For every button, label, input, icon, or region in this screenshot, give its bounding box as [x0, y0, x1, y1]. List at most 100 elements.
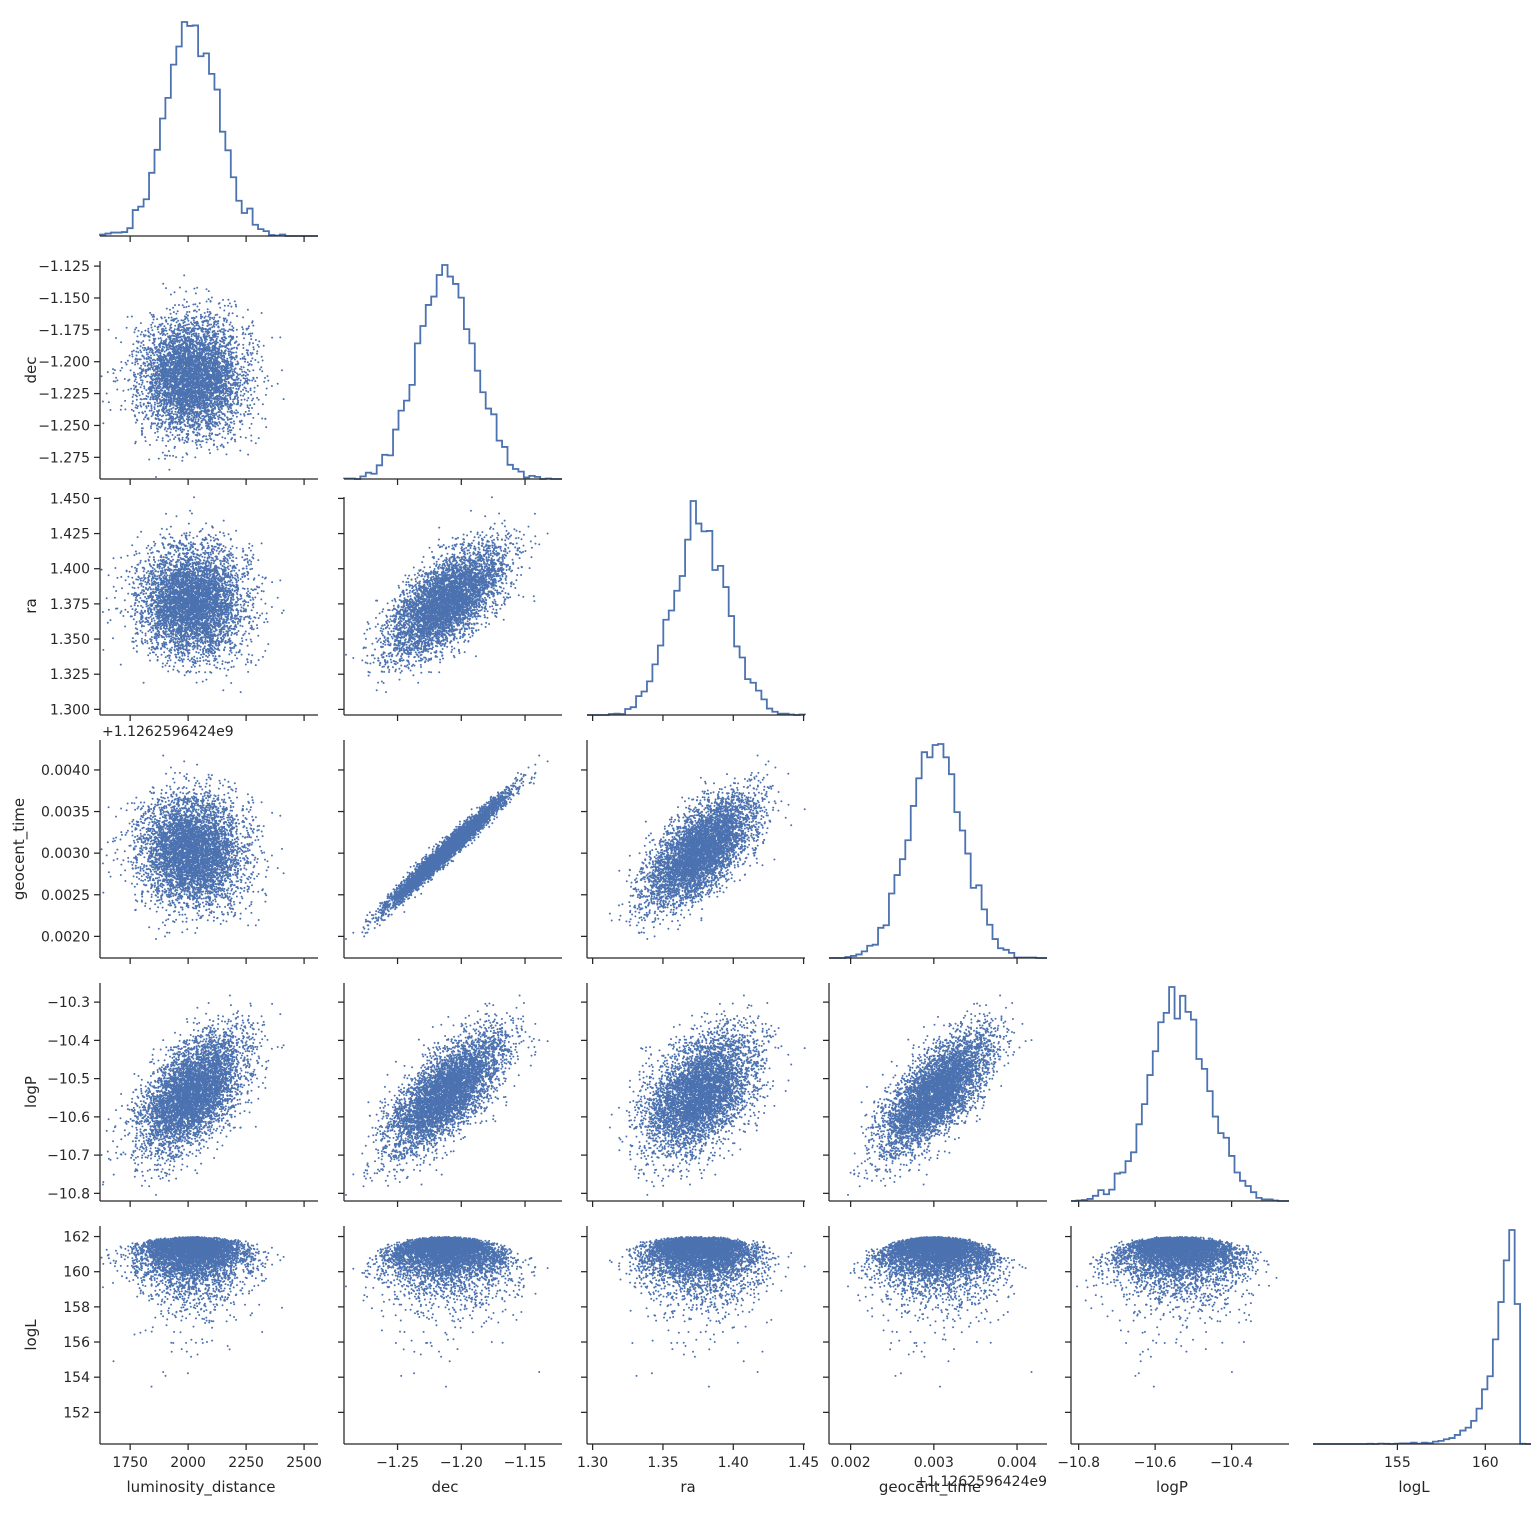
data-point — [173, 438, 175, 440]
data-point — [245, 375, 247, 377]
data-point — [232, 387, 234, 389]
histogram-luminosity_distance — [100, 22, 318, 236]
data-point — [170, 428, 172, 430]
data-point — [234, 359, 236, 361]
data-point — [114, 381, 116, 383]
data-point — [199, 444, 201, 446]
data-point — [240, 358, 242, 360]
data-point — [247, 391, 249, 393]
data-point — [231, 371, 233, 373]
data-point — [173, 413, 175, 415]
panel-luminosity_distance-vs-luminosity_distance — [100, 22, 318, 242]
data-point — [261, 312, 263, 314]
data-point — [208, 290, 210, 292]
data-point — [153, 365, 155, 367]
data-point — [250, 360, 252, 362]
data-point — [120, 409, 122, 411]
data-point — [149, 351, 151, 353]
data-point — [236, 315, 238, 317]
data-point — [133, 350, 135, 352]
data-point — [251, 380, 253, 382]
data-point — [185, 425, 187, 427]
data-point — [225, 395, 227, 397]
data-point — [186, 416, 188, 418]
data-point — [218, 411, 220, 413]
data-point — [253, 348, 255, 350]
data-point — [151, 329, 153, 331]
data-point — [153, 393, 155, 395]
data-point — [250, 389, 252, 391]
data-point — [245, 437, 247, 439]
data-point — [161, 339, 163, 341]
data-point — [227, 442, 229, 444]
plot-grid — [94, 22, 1531, 1450]
data-point — [225, 353, 227, 355]
data-point — [130, 369, 132, 371]
data-point — [177, 428, 179, 430]
data-point — [158, 338, 160, 340]
data-point — [226, 453, 228, 455]
data-point — [263, 381, 265, 383]
data-point — [250, 440, 252, 442]
data-point — [134, 329, 136, 331]
data-point — [250, 435, 252, 437]
data-point — [222, 299, 224, 301]
data-point — [224, 305, 226, 307]
data-point — [227, 428, 229, 430]
data-point — [160, 337, 162, 339]
data-point — [166, 455, 168, 457]
data-point — [129, 355, 131, 357]
data-point — [213, 317, 215, 319]
data-point — [186, 311, 188, 313]
data-point — [219, 316, 221, 318]
data-point — [247, 361, 249, 363]
data-point — [107, 371, 109, 373]
data-point — [271, 337, 273, 339]
data-point — [229, 357, 231, 359]
data-point — [140, 351, 142, 353]
data-point — [253, 403, 255, 405]
scatter-points — [101, 274, 285, 478]
data-point — [139, 394, 141, 396]
panel-dec-vs-luminosity_distance — [94, 261, 318, 485]
data-point — [230, 431, 232, 433]
data-point — [250, 338, 252, 340]
data-point — [120, 341, 122, 343]
data-point — [150, 427, 152, 429]
data-point — [201, 427, 203, 429]
data-point — [146, 357, 148, 359]
data-point — [241, 326, 243, 328]
data-point — [175, 430, 177, 432]
data-point — [144, 436, 146, 438]
data-point — [181, 460, 183, 462]
data-point — [174, 291, 176, 293]
data-point — [165, 327, 167, 329]
data-point — [148, 459, 150, 461]
data-point — [157, 436, 159, 438]
data-point — [198, 333, 200, 335]
data-point — [191, 335, 193, 337]
data-point — [151, 408, 153, 410]
data-point — [233, 423, 235, 425]
data-point — [165, 418, 167, 420]
data-point — [188, 305, 190, 307]
data-point — [140, 334, 142, 336]
data-point — [209, 432, 211, 434]
data-point — [234, 440, 236, 442]
data-point — [185, 306, 187, 308]
data-point — [150, 425, 152, 427]
data-point — [132, 400, 134, 402]
data-point — [200, 380, 202, 382]
data-point — [217, 448, 219, 450]
data-point — [232, 327, 234, 329]
data-point — [132, 396, 134, 398]
data-point — [144, 365, 146, 367]
data-point — [198, 309, 200, 311]
data-point — [164, 454, 166, 456]
data-point — [131, 409, 133, 411]
data-point — [227, 433, 229, 435]
data-point — [136, 360, 138, 362]
data-point — [251, 333, 253, 335]
data-point — [187, 315, 189, 317]
